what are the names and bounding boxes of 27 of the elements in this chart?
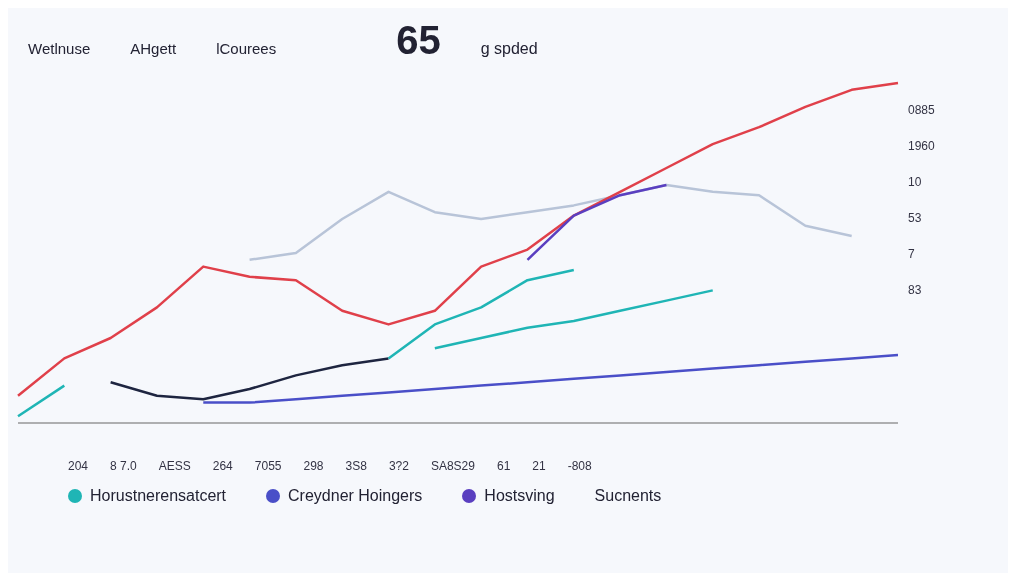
text: 298: [303, 459, 324, 473]
text: 1960: [908, 139, 935, 153]
text: 3S8: [345, 459, 367, 473]
text: 204: [68, 459, 89, 473]
text: 0885: [908, 103, 935, 117]
legend-label: Horustnerensatcert: [89, 487, 227, 505]
text: 3?2: [388, 459, 409, 473]
text: 21: [532, 459, 546, 473]
text: 83: [908, 283, 923, 297]
legend-label: Creydner Hoingers: [287, 487, 423, 505]
chart-subtitle: g spded: [480, 40, 538, 58]
text: 7055: [254, 459, 282, 473]
text: Wetlnuse: [28, 40, 91, 57]
text: 8 7.0: [110, 459, 137, 473]
text: SA8S29: [430, 459, 475, 473]
text: -808: [567, 459, 592, 473]
text: 10: [908, 175, 923, 189]
text: 7: [908, 247, 916, 261]
text: AHgett: [130, 40, 177, 57]
text: 264: [212, 459, 233, 473]
text: AESS: [158, 459, 191, 473]
legend-label: Hostsving: [483, 487, 555, 505]
text: 61: [496, 459, 511, 473]
text: Sucnents: [594, 487, 662, 505]
text: lCourees: [216, 40, 277, 57]
text: 53: [908, 211, 923, 225]
chart-title: 65: [396, 18, 441, 63]
